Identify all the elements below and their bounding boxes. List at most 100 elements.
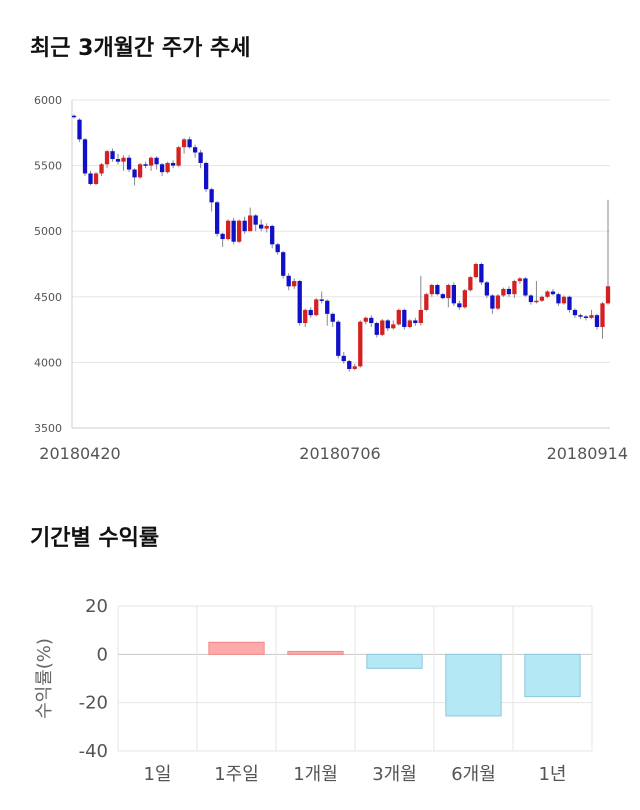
candle-y-tick: 5000 bbox=[34, 225, 62, 238]
candle bbox=[468, 275, 473, 292]
candle-body bbox=[341, 355, 346, 362]
candle-y-tick: 4000 bbox=[34, 356, 62, 369]
candle-body bbox=[407, 320, 412, 327]
candle-y-tick: 3500 bbox=[34, 422, 62, 435]
candle bbox=[501, 287, 506, 297]
candle bbox=[594, 313, 600, 330]
candle bbox=[253, 214, 258, 232]
candle-body bbox=[347, 361, 352, 369]
candle-body bbox=[512, 281, 517, 295]
return-bar bbox=[445, 653, 502, 717]
bar-y-axis-label: 수익률(%) bbox=[34, 638, 55, 719]
candle-body bbox=[220, 233, 225, 240]
candle bbox=[479, 262, 484, 285]
candle bbox=[517, 277, 523, 284]
candle-body bbox=[192, 147, 198, 153]
candle bbox=[402, 308, 407, 330]
candle bbox=[242, 216, 247, 234]
candle bbox=[220, 232, 225, 247]
candle-body bbox=[583, 316, 589, 318]
candle-body bbox=[143, 164, 148, 166]
candle bbox=[248, 207, 253, 232]
candle-body bbox=[440, 294, 445, 299]
candle bbox=[214, 201, 220, 237]
candle-body bbox=[413, 320, 418, 324]
price-trend-title: 최근 3개월간 주가 추세 bbox=[30, 36, 251, 61]
price-candlestick-chart: 6000 5500 5000 4500 4000 3500 20180420 2018070… bbox=[34, 94, 628, 463]
bar-x-tick: 1주일 bbox=[214, 764, 259, 785]
candle bbox=[490, 294, 495, 314]
candle bbox=[358, 320, 363, 368]
candle bbox=[336, 320, 341, 359]
return-bar bbox=[287, 650, 344, 655]
candle bbox=[589, 309, 594, 320]
candle-body bbox=[479, 264, 484, 283]
candle bbox=[380, 319, 385, 337]
candle-body bbox=[165, 162, 170, 173]
candle bbox=[413, 317, 418, 326]
candle-body bbox=[391, 324, 396, 329]
candle-body bbox=[578, 315, 583, 317]
candle bbox=[203, 161, 209, 192]
bar-x-tick: 1년 bbox=[538, 764, 566, 785]
bar-y-tick: 0 bbox=[97, 644, 108, 665]
candle-y-tick: 6000 bbox=[34, 94, 62, 107]
candle-body bbox=[358, 321, 363, 367]
candle-body bbox=[314, 299, 319, 316]
bar-series bbox=[208, 641, 581, 717]
candle bbox=[198, 149, 203, 169]
candle bbox=[286, 273, 291, 291]
candle bbox=[506, 286, 512, 297]
candle bbox=[424, 292, 429, 312]
bar-x-tick: 1개월 bbox=[293, 764, 338, 785]
candle-body bbox=[473, 264, 479, 278]
candle bbox=[231, 218, 236, 245]
bar-grid bbox=[117, 605, 593, 752]
candle-body bbox=[237, 220, 242, 242]
candle bbox=[545, 290, 550, 299]
candle bbox=[82, 138, 88, 177]
candle bbox=[99, 162, 104, 177]
candle-body bbox=[303, 309, 308, 324]
candle-body bbox=[286, 275, 291, 287]
candle bbox=[578, 313, 583, 320]
candle bbox=[605, 199, 611, 305]
candle-body bbox=[121, 157, 126, 162]
candle bbox=[71, 114, 77, 119]
candle bbox=[264, 223, 269, 233]
candle-body bbox=[495, 295, 501, 309]
candle-body bbox=[539, 296, 545, 301]
candle-body bbox=[132, 169, 137, 178]
candle-body bbox=[572, 309, 578, 316]
candle-body bbox=[380, 320, 385, 335]
return-bar bbox=[524, 653, 581, 698]
candle-x-tick: 20180914 bbox=[547, 444, 628, 463]
candle-body bbox=[374, 323, 379, 335]
candle bbox=[259, 219, 264, 232]
candle bbox=[451, 282, 457, 306]
candle bbox=[110, 148, 115, 162]
candle-body bbox=[231, 220, 236, 242]
candle-body bbox=[203, 162, 209, 190]
candle bbox=[429, 283, 434, 297]
candle bbox=[275, 243, 280, 255]
candle-body bbox=[501, 288, 506, 296]
candle bbox=[523, 277, 528, 297]
candle-body bbox=[253, 215, 258, 225]
candle-body bbox=[429, 284, 434, 295]
candle bbox=[462, 288, 468, 309]
candle bbox=[303, 308, 308, 327]
candle bbox=[148, 156, 154, 171]
candle bbox=[270, 224, 275, 249]
candle-body bbox=[435, 284, 440, 295]
candle-body bbox=[214, 202, 220, 234]
candle-body bbox=[209, 189, 214, 203]
bar-y-tick: -20 bbox=[79, 693, 108, 714]
candle-body bbox=[82, 139, 88, 174]
bar-y-tick: 20 bbox=[85, 596, 108, 617]
bar-x-tick: 6개월 bbox=[451, 764, 496, 785]
candle-body bbox=[605, 286, 611, 304]
candle bbox=[391, 320, 396, 330]
candle-body bbox=[589, 315, 594, 318]
candle bbox=[352, 363, 357, 371]
